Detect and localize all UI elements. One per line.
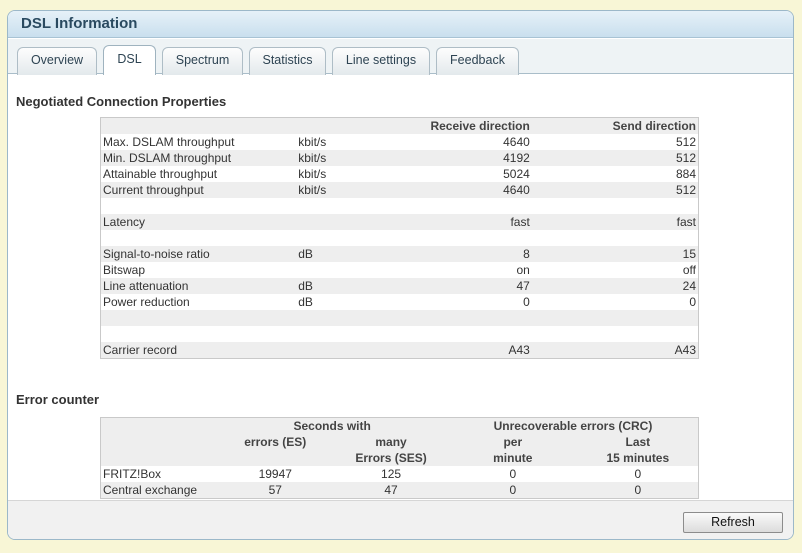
error-counter-table: Seconds with Unrecoverable errors (CRC) … [100,417,699,499]
crc-header: Unrecoverable errors (CRC) [493,419,653,433]
es-header: errors (ES) [244,435,307,449]
tab-spectrum[interactable]: Spectrum [162,47,243,75]
table-row: Max. DSLAM throughput kbit/s 4640 512 [103,135,696,149]
table-row [101,230,699,246]
tab-overview[interactable]: Overview [17,47,97,75]
error-counter-heading: Error counter [16,392,100,407]
table-row: Min. DSLAM throughput kbit/s 4192 512 [100,150,699,166]
table-row: Central exchange 57 47 0 0 [100,482,699,499]
tab-feedback[interactable]: Feedback [436,47,519,75]
tab-dsl[interactable]: DSL [103,45,156,75]
negotiated-heading: Negotiated Connection Properties [16,94,227,109]
col-receive-header: Receive direction [430,119,530,133]
table-row: Current throughput kbit/s 4640 512 [100,182,699,198]
table-row: Carrier record A43 A43 [100,342,699,359]
dsl-info-panel: DSL Information Overview DSL Spectrum St… [7,10,794,540]
table-row [101,198,699,214]
table-row: Attainable throughput kbit/s 5024 884 [103,167,696,181]
table-row [100,310,699,326]
tab-bar: Overview DSL Spectrum Statistics Line se… [8,39,793,75]
table-row [101,326,699,342]
table-row: Line attenuation dB 47 24 [100,278,699,294]
table-row: Latency fast fast [100,214,699,230]
refresh-button[interactable]: Refresh [683,512,783,533]
negotiated-table: Receive direction Send direction Max. DS… [100,117,699,359]
table-row: Bitswap on off [103,263,696,277]
per-minute-header: per minute [493,435,533,465]
tab-statistics[interactable]: Statistics [249,47,326,75]
seconds-with-header: Seconds with [293,419,371,433]
table-row: Power reduction dB 0 0 [103,295,696,309]
table-row: FRITZ!Box 19947 125 0 0 [103,467,642,481]
table-row: Signal-to-noise ratio dB 8 15 [100,246,699,262]
panel-title: DSL Information [8,11,793,38]
footer-bar: Refresh [8,500,793,539]
tab-line-settings[interactable]: Line settings [332,47,430,75]
col-send-header: Send direction [612,119,696,133]
ses-header: many Errors (SES) [355,435,427,465]
last-15-minutes-header: Last 15 minutes [606,435,670,465]
